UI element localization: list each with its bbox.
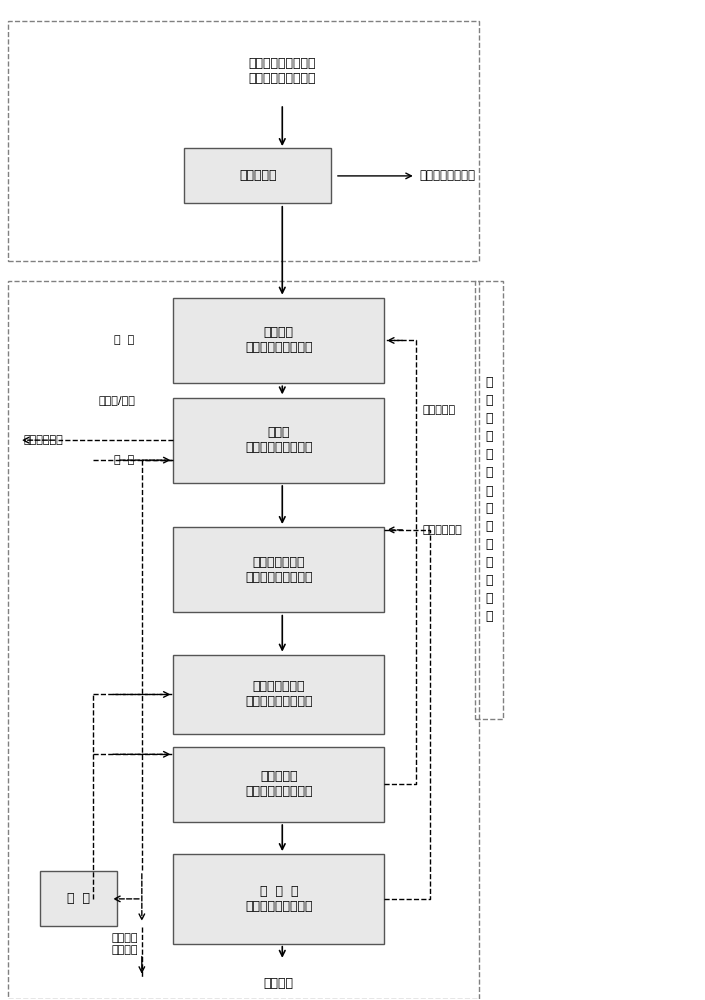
FancyBboxPatch shape [173,298,384,383]
Text: 沉  淀  池
（强化除磷机构二）: 沉 淀 池 （强化除磷机构二） [245,885,312,913]
Text: 部分污泥回流: 部分污泥回流 [423,525,462,535]
Text: 强
化
脱
氮
除
磷
循
环
式
生
物
膜
系
统: 强 化 脱 氮 除 磷 循 环 式 生 物 膜 系 统 [486,376,493,624]
FancyBboxPatch shape [173,398,384,483]
Text: 载体流动好氧池
（强化脱氮机构三）: 载体流动好氧池 （强化脱氮机构三） [245,680,312,708]
FancyBboxPatch shape [173,854,384,944]
Text: 硝化液回流: 硝化液回流 [423,405,456,415]
Text: 固定滤床池
（强化脱氮机构四）: 固定滤床池 （强化脱氮机构四） [245,770,312,798]
FancyBboxPatch shape [173,527,384,612]
Text: 格栅调节池: 格栅调节池 [239,169,276,182]
Bar [8,281,479,999]
FancyBboxPatch shape [173,747,384,822]
FancyBboxPatch shape [40,871,117,926]
Text: 预脱硝池
（强化脱氮机构一）: 预脱硝池 （强化脱氮机构一） [245,326,312,354]
FancyBboxPatch shape [173,655,384,734]
Text: 达标排放: 达标排放 [264,977,294,990]
Text: 气  泵: 气 泵 [67,892,90,905]
FancyBboxPatch shape [184,148,331,203]
Text: 污泥池
（强化除磷机构一）: 污泥池 （强化除磷机构一） [245,426,312,454]
Text: 固定填料缺氧池
（强化脱氮机构二）: 固定填料缺氧池 （强化脱氮机构二） [245,556,312,584]
Text: 气  提: 气 提 [114,455,135,465]
Text: 反冲洗/气提: 反冲洗/气提 [99,395,135,405]
Text: 曝  气: 曝 气 [114,335,135,345]
Text: 污泥浮渣排出外运: 污泥浮渣排出外运 [419,169,475,182]
Text: 部分污泥
定期排出: 部分污泥 定期排出 [111,933,137,955]
Text: 污泥定期排出: 污泥定期排出 [24,435,63,445]
Text: 管网收集的生活污水
（经化粪池处理后）: 管网收集的生活污水 （经化粪池处理后） [249,57,316,85]
Bar [8,21,479,261]
Bar [475,281,503,719]
